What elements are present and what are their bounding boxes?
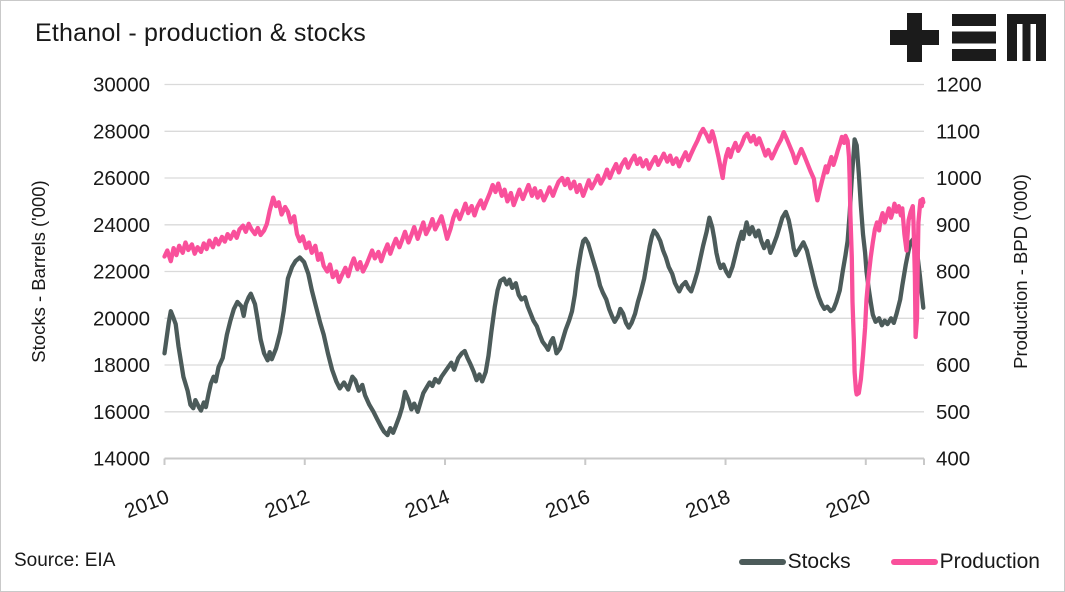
- right-axis-tick-label: 500: [936, 401, 970, 424]
- right-axis-tick-label: 700: [936, 307, 970, 330]
- left-axis-tick-label: 26000: [93, 167, 150, 190]
- legend-swatch-production: [890, 559, 938, 565]
- legend-label-stocks: Stocks: [787, 550, 851, 573]
- left-axis-tick-label: 16000: [93, 401, 150, 424]
- right-axis-tick-label: 800: [936, 261, 970, 284]
- plus-icon: [890, 13, 939, 62]
- left-axis-tick-label: 22000: [93, 261, 150, 284]
- legend-item-stocks[interactable]: Stocks: [738, 550, 851, 574]
- right-axis-tick-label: 900: [936, 214, 970, 237]
- source-note: Source: EIA: [14, 550, 116, 571]
- x-axis-tick-label: 2016: [542, 485, 593, 523]
- left-axis-tick-label: 24000: [93, 214, 150, 237]
- left-axis-tick-label: 18000: [93, 354, 150, 377]
- chart-title: Ethanol - production & stocks: [35, 19, 366, 47]
- right-axis-tick-label: 600: [936, 354, 970, 377]
- right-axis-tick-label: 400: [936, 448, 970, 471]
- series-line-production: [162, 126, 926, 397]
- x-axis-tick-label: 2014: [402, 485, 453, 523]
- legend: Stocks Production: [738, 550, 1040, 574]
- chart-plot-area: 30000 28000 26000 24000 22000 20000 18000 16000…: [28, 74, 1031, 524]
- left-axis-tick-label: 30000: [93, 74, 150, 97]
- left-axis-tick-label: 14000: [93, 448, 150, 471]
- x-axis-tick-label: 2020: [823, 485, 874, 523]
- triple-bar-icon: [952, 14, 996, 61]
- legend-item-production[interactable]: Production: [890, 550, 1040, 574]
- x-axis-tick-label: 2010: [121, 485, 172, 523]
- right-axis-title: Production - BPD ('000): [1010, 174, 1031, 369]
- legend-swatch-stocks: [738, 559, 786, 565]
- left-axis-tick-label: 28000: [93, 120, 150, 143]
- x-axis-tick-label: 2018: [682, 485, 733, 523]
- right-axis-tick-label: 1000: [936, 167, 982, 190]
- brand-logo[interactable]: [890, 13, 1046, 62]
- right-axis-tick-label: 1100: [936, 120, 980, 143]
- m-glyph-icon: [1007, 14, 1046, 61]
- legend-label-production: Production: [939, 550, 1040, 573]
- left-axis-title: Stocks - Barrels ('000): [28, 180, 49, 362]
- right-axis-tick-label: 1200: [936, 74, 982, 97]
- left-axis-tick-label: 20000: [93, 307, 150, 330]
- x-axis-tick-label: 2012: [262, 485, 313, 523]
- series-line-stocks: [162, 137, 926, 438]
